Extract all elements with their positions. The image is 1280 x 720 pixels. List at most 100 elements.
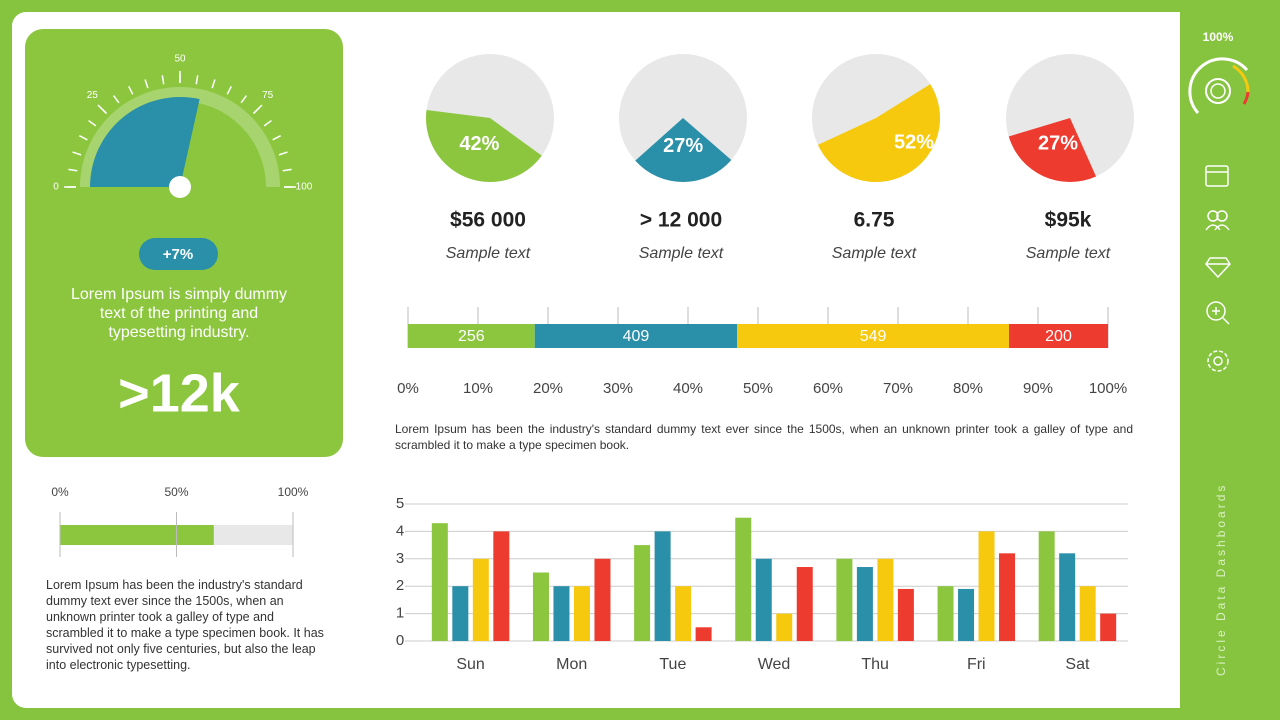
gauge-tick-label: 50: [174, 54, 186, 65]
gauge-minor-tick: [88, 119, 97, 127]
stacked-segment: [737, 324, 1009, 348]
pie-label: 52%: [894, 131, 934, 153]
bar: [553, 586, 570, 641]
ring-arc: [1188, 57, 1249, 114]
gauge-minor-tick: [195, 75, 199, 85]
card-text: Lorem Ipsum is simply dummy text of the …: [70, 286, 288, 341]
segment-label: 409: [623, 328, 650, 345]
x-tick-label: 30%: [603, 380, 633, 397]
x-tick-label: Fri: [967, 656, 986, 673]
gauge-minor-tick: [226, 85, 232, 95]
pie-caption: Sample text: [832, 245, 917, 262]
bar: [695, 627, 712, 641]
pie-slice: [426, 109, 542, 182]
gauge-minor-tick: [72, 151, 82, 156]
pie-stat: $95k: [1045, 209, 1092, 232]
gauge-minor-tick: [282, 168, 292, 172]
gauge-minor-tick: [144, 79, 149, 89]
bar: [452, 586, 469, 641]
y-tick-label: 5: [396, 495, 404, 512]
bar: [856, 567, 873, 641]
y-tick-label: 4: [396, 522, 404, 539]
pie-slice: [635, 118, 732, 182]
x-tick-label: 60%: [813, 380, 843, 397]
diamond-icon[interactable]: [1205, 257, 1231, 279]
segment-label: 200: [1045, 328, 1072, 345]
bar: [877, 558, 894, 641]
big-number: >12k: [118, 363, 241, 423]
middle-note: Lorem Ipsum has been the industry's stan…: [395, 422, 1133, 452]
x-tick-label: 100%: [1089, 380, 1127, 397]
segment-label: 549: [860, 328, 887, 345]
y-tick-label: 2: [396, 577, 404, 594]
x-tick-label: 10%: [463, 380, 493, 397]
bar: [493, 531, 510, 641]
x-tick-label: 20%: [533, 380, 563, 397]
pie-slice: [817, 84, 940, 182]
gauge-tick-label: 75: [262, 90, 274, 101]
y-tick-label: 0: [396, 632, 404, 649]
change-label: +7%: [163, 246, 193, 263]
zoom-icon[interactable]: [1206, 301, 1226, 321]
bar: [431, 523, 448, 641]
pie-label: 42%: [459, 133, 499, 155]
stacked-segment: [1008, 324, 1108, 348]
stacked-segment: [534, 324, 738, 348]
gauge-minor-tick: [161, 75, 165, 85]
bar: [937, 586, 954, 641]
bar: [532, 572, 549, 641]
gauge-minor-tick: [272, 135, 282, 141]
bar: [1038, 531, 1055, 641]
x-tick-label: 40%: [673, 380, 703, 397]
pie-stat: $56 000: [450, 209, 526, 232]
ring-icon: [1205, 78, 1231, 104]
bar: [594, 558, 611, 641]
x-tick-label: Tue: [659, 656, 686, 673]
bar: [978, 531, 995, 641]
bar: [654, 531, 671, 641]
bar: [836, 558, 853, 641]
sidebar-percent: 100%: [1203, 30, 1234, 44]
segment-label: 256: [458, 328, 485, 345]
x-tick-label: Wed: [758, 656, 791, 673]
gauge-minor-tick: [263, 119, 272, 127]
left-note: Lorem Ipsum has been the industry's stan…: [46, 578, 324, 672]
gauge-value: [90, 96, 200, 187]
gauge-knob: [169, 176, 191, 198]
x-tick-label: 90%: [1023, 380, 1053, 397]
settings-icon[interactable]: [1207, 350, 1229, 372]
bar: [675, 586, 692, 641]
pie-stat: 6.75: [854, 209, 895, 232]
gauge-tick-label: 100: [296, 182, 313, 193]
gauge-tick: [253, 104, 263, 114]
gauge-tick: [97, 104, 107, 114]
zoom-icon-handle: [1222, 317, 1230, 325]
progress-tick-label: 0%: [51, 485, 69, 499]
x-tick-label: Mon: [556, 656, 587, 673]
x-tick-label: 70%: [883, 380, 913, 397]
progress-tick-label: 100%: [278, 485, 309, 499]
x-tick-label: 50%: [743, 380, 773, 397]
ring-arc-red: [1242, 91, 1250, 105]
bar: [472, 558, 489, 641]
x-tick-label: Thu: [861, 656, 889, 673]
gauge-minor-tick: [211, 79, 216, 89]
x-tick-label: Sat: [1065, 656, 1090, 673]
bar: [1079, 586, 1096, 641]
bar: [776, 613, 793, 641]
sidebar-title: Circle Data Dashboards: [1214, 483, 1228, 676]
change-pill: [139, 238, 218, 270]
calendar-icon[interactable]: [1205, 165, 1229, 187]
bar: [1059, 553, 1076, 641]
bar: [958, 588, 975, 641]
gauge-minor-tick: [78, 135, 88, 141]
gauge-minor-tick: [112, 95, 120, 104]
gauge-minor-tick: [278, 151, 288, 156]
x-tick-label: 80%: [953, 380, 983, 397]
people-icon[interactable]: [1207, 210, 1219, 222]
pie-stat: > 12 000: [640, 209, 722, 232]
bar: [1100, 613, 1117, 641]
x-tick-label: 0%: [397, 380, 419, 397]
